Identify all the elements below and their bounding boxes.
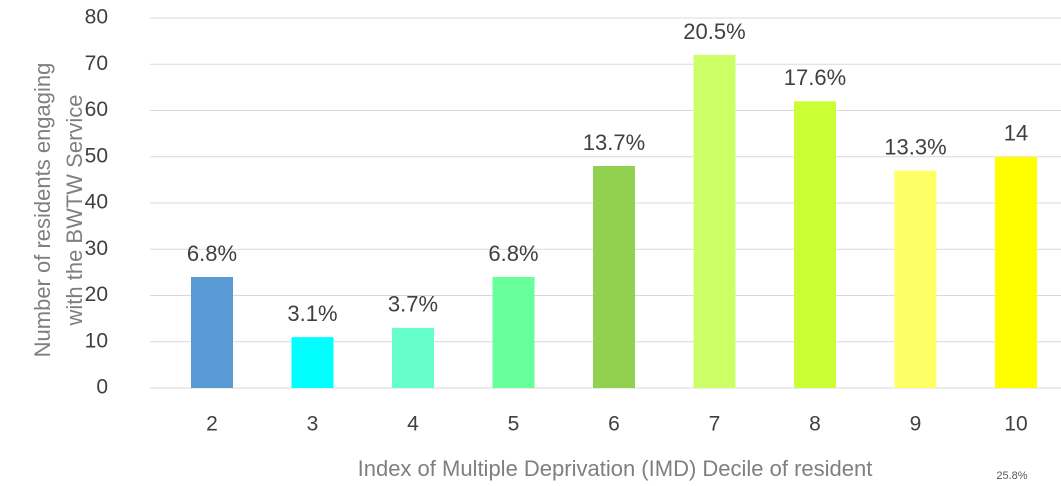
y-axis-title-line: with the BWTW Service <box>62 94 87 326</box>
y-tick-label: 30 <box>85 237 108 260</box>
y-tick-label: 40 <box>85 191 108 214</box>
bar <box>492 277 535 388</box>
bar <box>291 337 334 388</box>
bar <box>392 327 434 388</box>
y-tick-label: 10 <box>85 329 108 352</box>
y-tick-label: 60 <box>85 98 108 121</box>
y-axis-title: Number of residents engaging with the BW… <box>30 63 87 358</box>
bar <box>995 156 1037 388</box>
bar <box>593 166 635 388</box>
bar <box>693 55 736 388</box>
data-label: 3.7% <box>388 292 438 317</box>
x-tick-label: 9 <box>910 413 922 436</box>
x-tick-label: 5 <box>508 413 520 436</box>
y-tick-label: 0 <box>96 376 108 399</box>
x-tick-label: 10 <box>1004 413 1027 436</box>
y-tick-label: 80 <box>85 6 108 29</box>
x-tick-label: 2 <box>206 413 218 436</box>
bar <box>191 277 233 388</box>
bar <box>894 170 937 388</box>
x-tick-label: 4 <box>407 413 419 436</box>
x-axis-title: Index of Multiple Deprivation (IMD) Deci… <box>358 456 873 481</box>
y-tick-label: 70 <box>85 52 108 75</box>
bar <box>794 101 836 388</box>
data-label: 20.5% <box>683 19 745 44</box>
x-tick-label: 6 <box>608 413 620 436</box>
data-label: 6.8% <box>187 241 237 266</box>
footnote: 25.8% <box>996 470 1027 482</box>
data-label: 17.6% <box>784 65 846 90</box>
data-label: 6.8% <box>488 241 538 266</box>
x-tick-label: 3 <box>307 413 319 436</box>
data-label: 3.1% <box>287 301 337 326</box>
x-tick-label: 7 <box>709 413 721 436</box>
data-label: 13.3% <box>884 134 946 159</box>
y-tick-label: 20 <box>85 283 108 306</box>
data-label: 13.7% <box>583 130 645 155</box>
y-tick-label: 50 <box>85 144 108 167</box>
y-axis-title-line: Number of residents engaging <box>30 63 55 358</box>
data-label: 14 <box>1004 121 1028 146</box>
x-tick-label: 8 <box>809 413 821 436</box>
